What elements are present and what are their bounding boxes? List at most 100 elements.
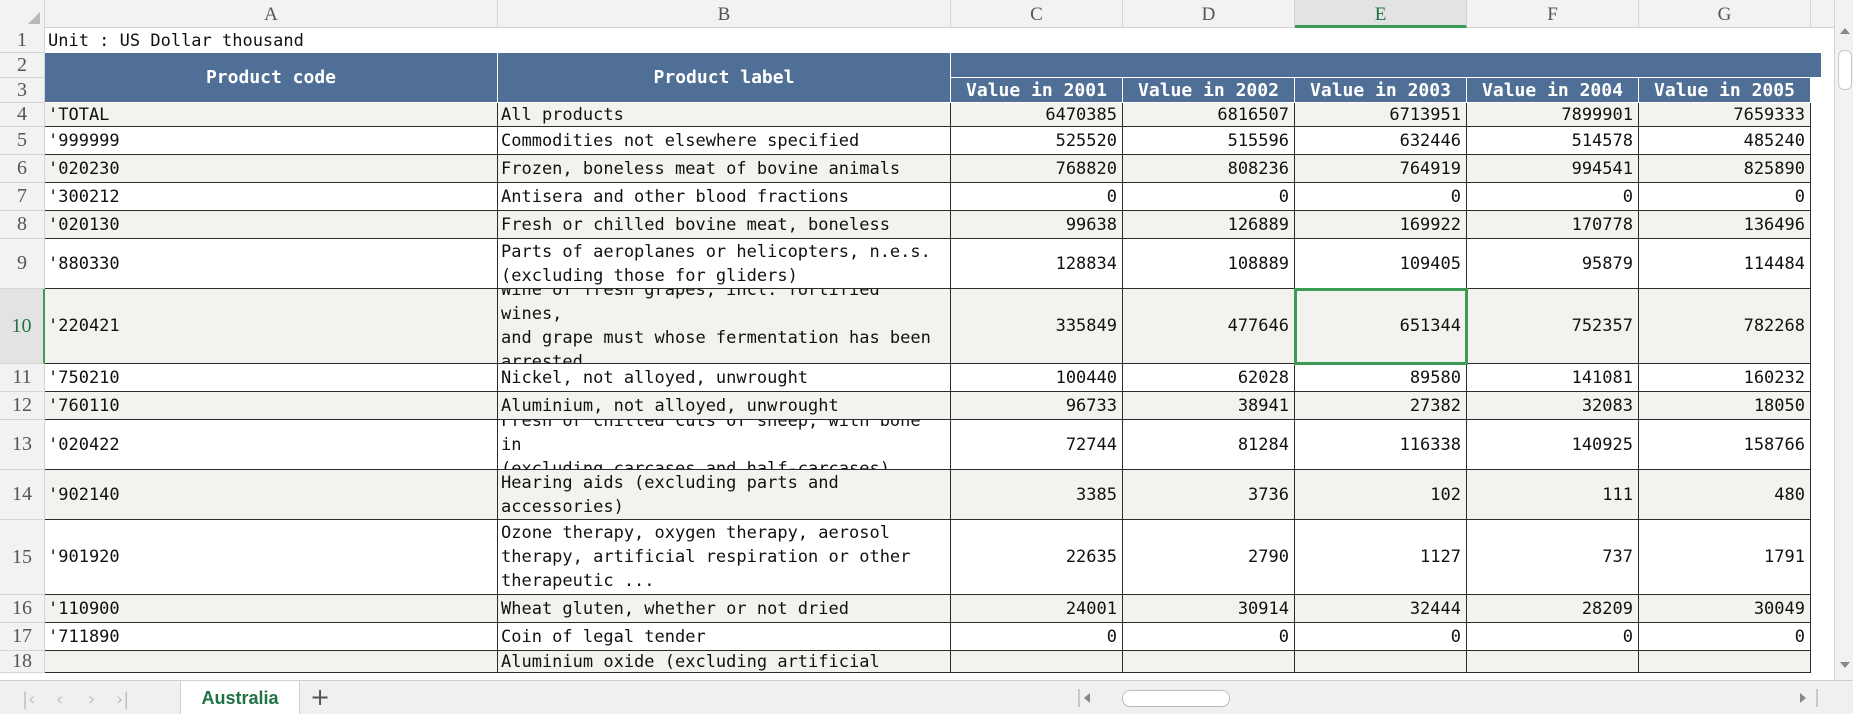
- cell-value-2004[interactable]: 7899901: [1467, 103, 1639, 127]
- cell-value-2003[interactable]: 169922: [1295, 211, 1467, 239]
- sheet-tab-australia[interactable]: Australia: [180, 681, 300, 714]
- row-header-9[interactable]: 9: [0, 239, 45, 289]
- cell-value-2002[interactable]: 38941: [1123, 392, 1295, 420]
- header-year-2002[interactable]: Value in 2002: [1123, 78, 1295, 103]
- cell-value-2002[interactable]: 2790: [1123, 520, 1295, 595]
- cell-product-code[interactable]: '760110: [45, 392, 498, 420]
- scroll-up-icon[interactable]: [1840, 28, 1850, 34]
- cell-value-2005[interactable]: 158766: [1639, 420, 1811, 470]
- row-header-8[interactable]: 8: [0, 211, 45, 239]
- header-year-2005[interactable]: Value in 2005: [1639, 78, 1811, 103]
- cell-value-2002[interactable]: 30914: [1123, 595, 1295, 623]
- cell-value-2005[interactable]: 782268: [1639, 289, 1811, 364]
- scroll-left-icon[interactable]: [1084, 693, 1090, 703]
- row-header-16[interactable]: 16: [0, 595, 45, 623]
- cell-value-2005[interactable]: 136496: [1639, 211, 1811, 239]
- cell-value-2002[interactable]: 81284: [1123, 420, 1295, 470]
- last-sheet-icon[interactable]: ›|: [116, 689, 130, 710]
- scroll-right-icon[interactable]: [1800, 693, 1806, 703]
- scroll-splitter[interactable]: [1816, 689, 1818, 707]
- cell-value-2002[interactable]: 515596: [1123, 127, 1295, 155]
- cell-value-2004[interactable]: 737: [1467, 520, 1639, 595]
- header-year-2003[interactable]: Value in 2003: [1295, 78, 1467, 103]
- row-header-1[interactable]: 1: [0, 28, 45, 53]
- header-year-2004[interactable]: Value in 2004: [1467, 78, 1639, 103]
- cell-value-2005[interactable]: 7659333: [1639, 103, 1811, 127]
- tab-splitter[interactable]: [1078, 689, 1080, 707]
- column-header-b[interactable]: B: [498, 0, 951, 28]
- cell-value-2003[interactable]: 89580: [1295, 364, 1467, 392]
- cell-product-label[interactable]: Nickel, not alloyed, unwrought: [498, 364, 951, 392]
- row-header-17[interactable]: 17: [0, 623, 45, 651]
- cell-product-code[interactable]: '020130: [45, 211, 498, 239]
- cell-value-2005[interactable]: 480: [1639, 470, 1811, 520]
- cell-value-2001[interactable]: 768820: [951, 155, 1123, 183]
- row-header-12[interactable]: 12: [0, 392, 45, 420]
- next-sheet-icon[interactable]: ›: [88, 689, 96, 710]
- cell-value-2003[interactable]: 0: [1295, 623, 1467, 651]
- row-header-4[interactable]: 4: [0, 103, 45, 127]
- cell-value-2001[interactable]: 525520: [951, 127, 1123, 155]
- cell-value-2003[interactable]: 632446: [1295, 127, 1467, 155]
- column-header-g[interactable]: G: [1639, 0, 1811, 28]
- cell-value-2005[interactable]: 160232: [1639, 364, 1811, 392]
- horizontal-scroll-thumb[interactable]: [1122, 690, 1230, 707]
- cell-product-label[interactable]: Ozone therapy, oxygen therapy, aerosol t…: [498, 520, 951, 595]
- cell-value-2004[interactable]: 32083: [1467, 392, 1639, 420]
- cell-value-2001[interactable]: 3385: [951, 470, 1123, 520]
- cell-value-2005[interactable]: 18050: [1639, 392, 1811, 420]
- cell-value-2003[interactable]: 102: [1295, 470, 1467, 520]
- cell-value-2001[interactable]: 128834: [951, 239, 1123, 289]
- cell-value-2004[interactable]: 0: [1467, 623, 1639, 651]
- cell-value-2004[interactable]: 0: [1467, 183, 1639, 211]
- horizontal-scrollbar[interactable]: [1080, 687, 1810, 709]
- cell-value-2005[interactable]: 30049: [1639, 595, 1811, 623]
- cell-value-2001[interactable]: 100440: [951, 364, 1123, 392]
- cell-product-code[interactable]: '220421: [45, 289, 498, 364]
- row-header-15[interactable]: 15: [0, 520, 45, 595]
- cell-product-code[interactable]: '110900: [45, 595, 498, 623]
- cell-value-2005[interactable]: 0: [1639, 183, 1811, 211]
- row-header-7[interactable]: 7: [0, 183, 45, 211]
- cell-product-label[interactable]: Antisera and other blood fractions: [498, 183, 951, 211]
- select-all-corner[interactable]: [0, 0, 45, 28]
- cell-value-2002[interactable]: 477646: [1123, 289, 1295, 364]
- cell-value-2001[interactable]: 22635: [951, 520, 1123, 595]
- cell-value-2003[interactable]: 651344: [1295, 289, 1467, 364]
- cell-value-2004[interactable]: 95879: [1467, 239, 1639, 289]
- cell-product-label[interactable]: Fresh or chilled cuts of sheep, with bon…: [498, 420, 951, 470]
- cell-product-code[interactable]: '750210: [45, 364, 498, 392]
- cell-value-2003[interactable]: 116338: [1295, 420, 1467, 470]
- cell-value-2005[interactable]: [1639, 651, 1811, 673]
- cell-product-code[interactable]: '999999: [45, 127, 498, 155]
- cell-value-2001[interactable]: [951, 651, 1123, 673]
- cell-value-2001[interactable]: 0: [951, 623, 1123, 651]
- cell-value-2004[interactable]: 111: [1467, 470, 1639, 520]
- cell-value-2002[interactable]: [1123, 651, 1295, 673]
- cell-product-code[interactable]: '020230: [45, 155, 498, 183]
- column-header-e[interactable]: E: [1295, 0, 1467, 28]
- header-product-label[interactable]: Product label: [498, 53, 951, 103]
- row-header-5[interactable]: 5: [0, 127, 45, 155]
- vertical-scrollbar[interactable]: [1834, 0, 1853, 680]
- column-header-c[interactable]: C: [951, 0, 1123, 28]
- row-header-13[interactable]: 13: [0, 420, 45, 470]
- cell-value-2003[interactable]: 27382: [1295, 392, 1467, 420]
- cell-value-2003[interactable]: 1127: [1295, 520, 1467, 595]
- cell-value-2003[interactable]: 6713951: [1295, 103, 1467, 127]
- header-year-2001[interactable]: Value in 2001: [951, 78, 1123, 103]
- cell-product-label[interactable]: Aluminium, not alloyed, unwrought: [498, 392, 951, 420]
- cell-value-2001[interactable]: 6470385: [951, 103, 1123, 127]
- cell-product-label[interactable]: Wheat gluten, whether or not dried: [498, 595, 951, 623]
- cell-value-2001[interactable]: 72744: [951, 420, 1123, 470]
- cell-product-label[interactable]: Coin of legal tender: [498, 623, 951, 651]
- cell-value-2002[interactable]: 108889: [1123, 239, 1295, 289]
- cell-value-2002[interactable]: 6816507: [1123, 103, 1295, 127]
- cell-product-code[interactable]: '020422: [45, 420, 498, 470]
- cell-value-2004[interactable]: 141081: [1467, 364, 1639, 392]
- cell-product-label[interactable]: Hearing aids (excluding parts and access…: [498, 470, 951, 520]
- scroll-down-icon[interactable]: [1840, 662, 1850, 668]
- cell-product-code[interactable]: '300212: [45, 183, 498, 211]
- cell-value-2002[interactable]: 808236: [1123, 155, 1295, 183]
- prev-sheet-icon[interactable]: ‹: [56, 689, 64, 710]
